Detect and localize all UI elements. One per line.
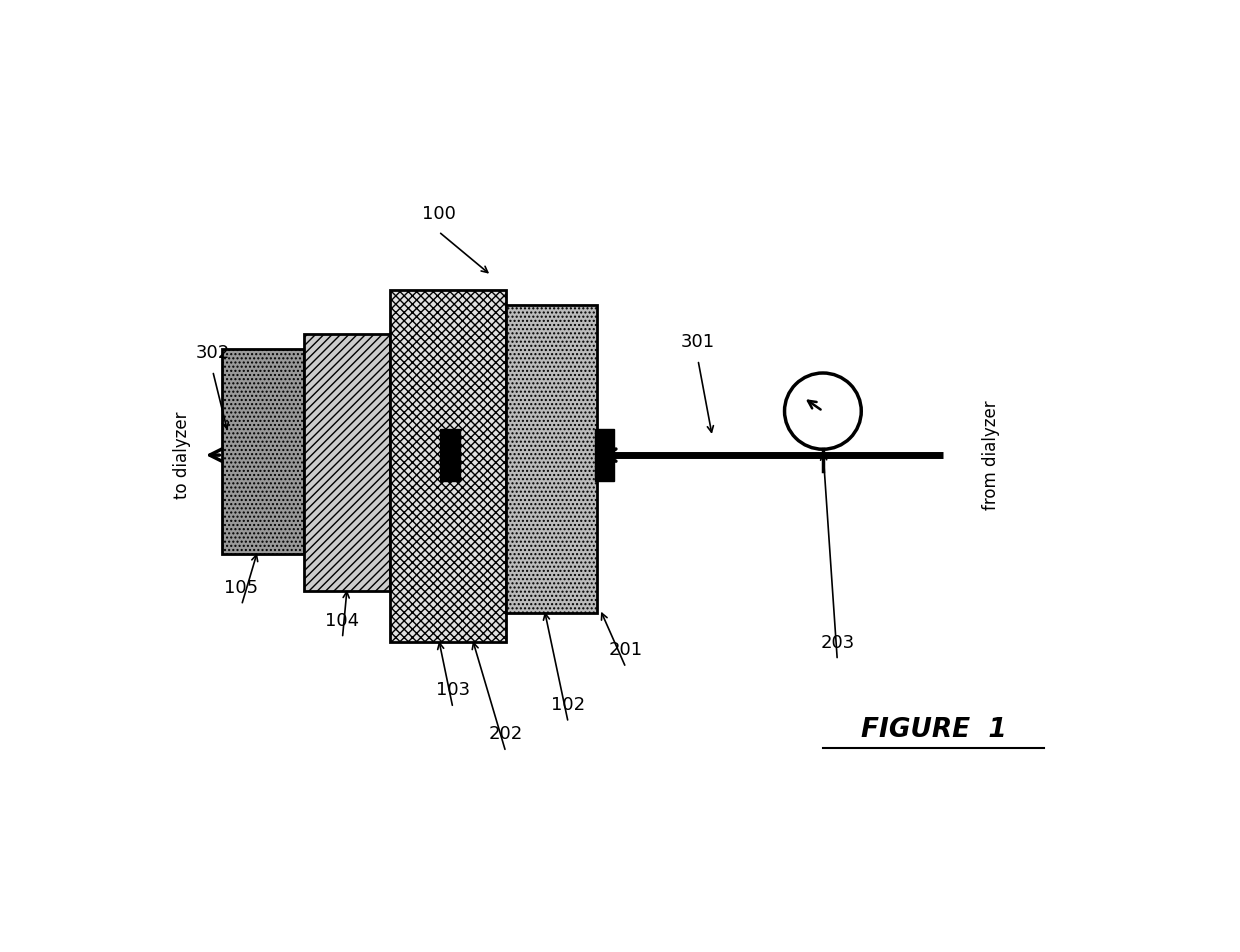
Text: to dialyzer: to dialyzer bbox=[172, 411, 191, 499]
Text: 103: 103 bbox=[435, 682, 470, 699]
Bar bbox=[304, 334, 391, 590]
Bar bbox=[440, 429, 460, 481]
Text: 203: 203 bbox=[820, 634, 854, 651]
Text: 105: 105 bbox=[224, 579, 259, 597]
Text: 201: 201 bbox=[609, 641, 644, 659]
Bar bbox=[506, 305, 596, 613]
Bar bbox=[391, 290, 506, 642]
Bar bbox=[222, 348, 304, 554]
Bar bbox=[595, 429, 614, 481]
Text: 102: 102 bbox=[551, 696, 585, 714]
Text: 302: 302 bbox=[196, 344, 229, 362]
Text: from dialyzer: from dialyzer bbox=[982, 400, 1001, 510]
Text: 301: 301 bbox=[681, 333, 715, 351]
Text: 100: 100 bbox=[422, 205, 455, 223]
Text: 104: 104 bbox=[325, 611, 360, 629]
Text: 202: 202 bbox=[489, 725, 523, 744]
Text: FIGURE  1: FIGURE 1 bbox=[861, 717, 1007, 743]
